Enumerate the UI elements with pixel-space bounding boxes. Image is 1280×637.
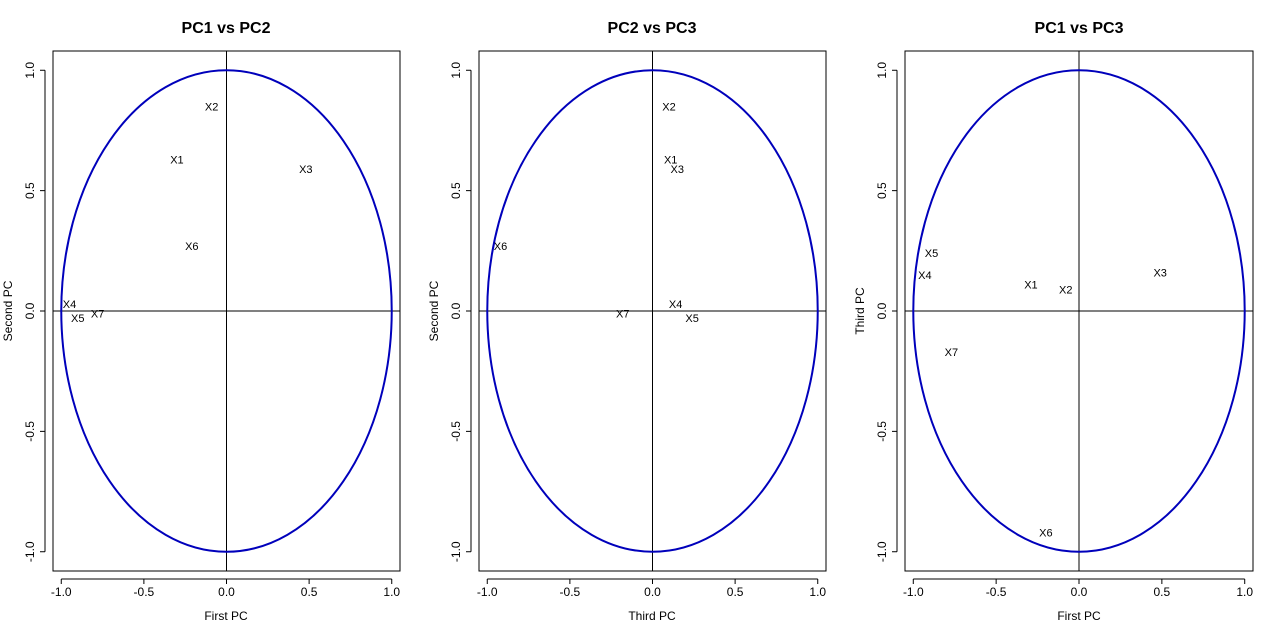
point-label-x4: X4	[669, 299, 682, 311]
x-tick-label: 1.0	[383, 585, 400, 599]
y-tick-label: 1.0	[449, 62, 463, 79]
x-tick-label: -1.0	[477, 585, 498, 599]
point-label-x6: X6	[494, 241, 507, 253]
point-label-x5: X5	[685, 313, 698, 325]
unit-circle	[912, 69, 1246, 553]
point-label-x7: X7	[616, 308, 629, 320]
unit-circle	[486, 69, 819, 553]
y-axis-label: Second PC	[427, 280, 441, 341]
point-label-x4: X4	[918, 270, 931, 282]
point-label-x7: X7	[945, 347, 958, 359]
point-label-x7: X7	[91, 308, 104, 320]
point-label-x6: X6	[185, 241, 198, 253]
y-tick-label: -0.5	[23, 421, 37, 442]
x-tick-label: 0.5	[727, 585, 744, 599]
y-tick-label: -1.0	[23, 541, 37, 562]
point-label-x3: X3	[299, 164, 312, 176]
x-tick-label: -0.5	[134, 585, 155, 599]
chart-title: PC1 vs PC3	[1035, 20, 1124, 37]
chart-title: PC1 vs PC2	[182, 20, 271, 37]
x-tick-label: 0.5	[1154, 585, 1171, 599]
point-label-x2: X2	[662, 101, 675, 113]
panel-pc1-vs-pc3: PC1 vs PC3 -1.0 -0.5 0.0 0.5 1.0 -1.0 -0.5 0.0 0.…	[853, 20, 1254, 623]
y-tick-label: 0.0	[449, 302, 463, 319]
y-tick-label: 1.0	[875, 62, 889, 79]
x-tick-label: 0.0	[1071, 585, 1088, 599]
x-tick-label: 0.0	[218, 585, 235, 599]
point-label-x2: X2	[205, 101, 218, 113]
x-tick-label: -1.0	[51, 585, 72, 599]
y-tick-label: 0.0	[23, 302, 37, 319]
x-tick-label: -1.0	[903, 585, 924, 599]
x-tick-label: -0.5	[986, 585, 1007, 599]
panel-pc1-vs-pc2: PC1 vs PC2 -1.0 -0.5 0.0 0.5 1.0 -1.0 -0.5 0.0 0.…	[1, 20, 401, 623]
point-label-x5: X5	[71, 313, 84, 325]
y-axis-label: Second PC	[1, 280, 15, 341]
x-tick-label: -0.5	[560, 585, 581, 599]
y-tick-label: -1.0	[449, 541, 463, 562]
x-axis-label: First PC	[1057, 609, 1101, 623]
x-tick-label: 1.0	[1236, 585, 1253, 599]
y-tick-label: -0.5	[449, 421, 463, 442]
x-axis-label: First PC	[204, 609, 248, 623]
x-tick-label: 0.0	[644, 585, 661, 599]
panel-pc2-vs-pc3: PC2 vs PC3 -1.0 -0.5 0.0 0.5 1.0 -1.0 -0.5 0.0 0.…	[427, 20, 827, 623]
y-tick-label: 0.5	[875, 182, 889, 199]
x-axis-label: Third PC	[628, 609, 676, 623]
point-label-x3: X3	[1153, 267, 1166, 279]
chart-title: PC2 vs PC3	[608, 20, 697, 37]
y-tick-label: -1.0	[875, 541, 889, 562]
x-tick-label: 1.0	[809, 585, 826, 599]
point-label-x6: X6	[1039, 527, 1052, 539]
y-tick-label: 0.0	[875, 302, 889, 319]
y-tick-label: -0.5	[875, 421, 889, 442]
point-label-x4: X4	[63, 299, 76, 311]
x-tick-label: 0.5	[301, 585, 318, 599]
point-label-x1: X1	[170, 154, 183, 166]
y-tick-label: 1.0	[23, 62, 37, 79]
point-label-x5: X5	[925, 248, 938, 260]
y-tick-label: 0.5	[449, 182, 463, 199]
y-tick-label: 0.5	[23, 182, 37, 199]
point-label-x2: X2	[1059, 284, 1072, 296]
point-label-x1: X1	[664, 154, 677, 166]
point-label-x3: X3	[671, 164, 684, 176]
y-axis-label: Third PC	[853, 287, 867, 335]
point-label-x1: X1	[1024, 280, 1037, 292]
unit-circle	[60, 69, 393, 553]
